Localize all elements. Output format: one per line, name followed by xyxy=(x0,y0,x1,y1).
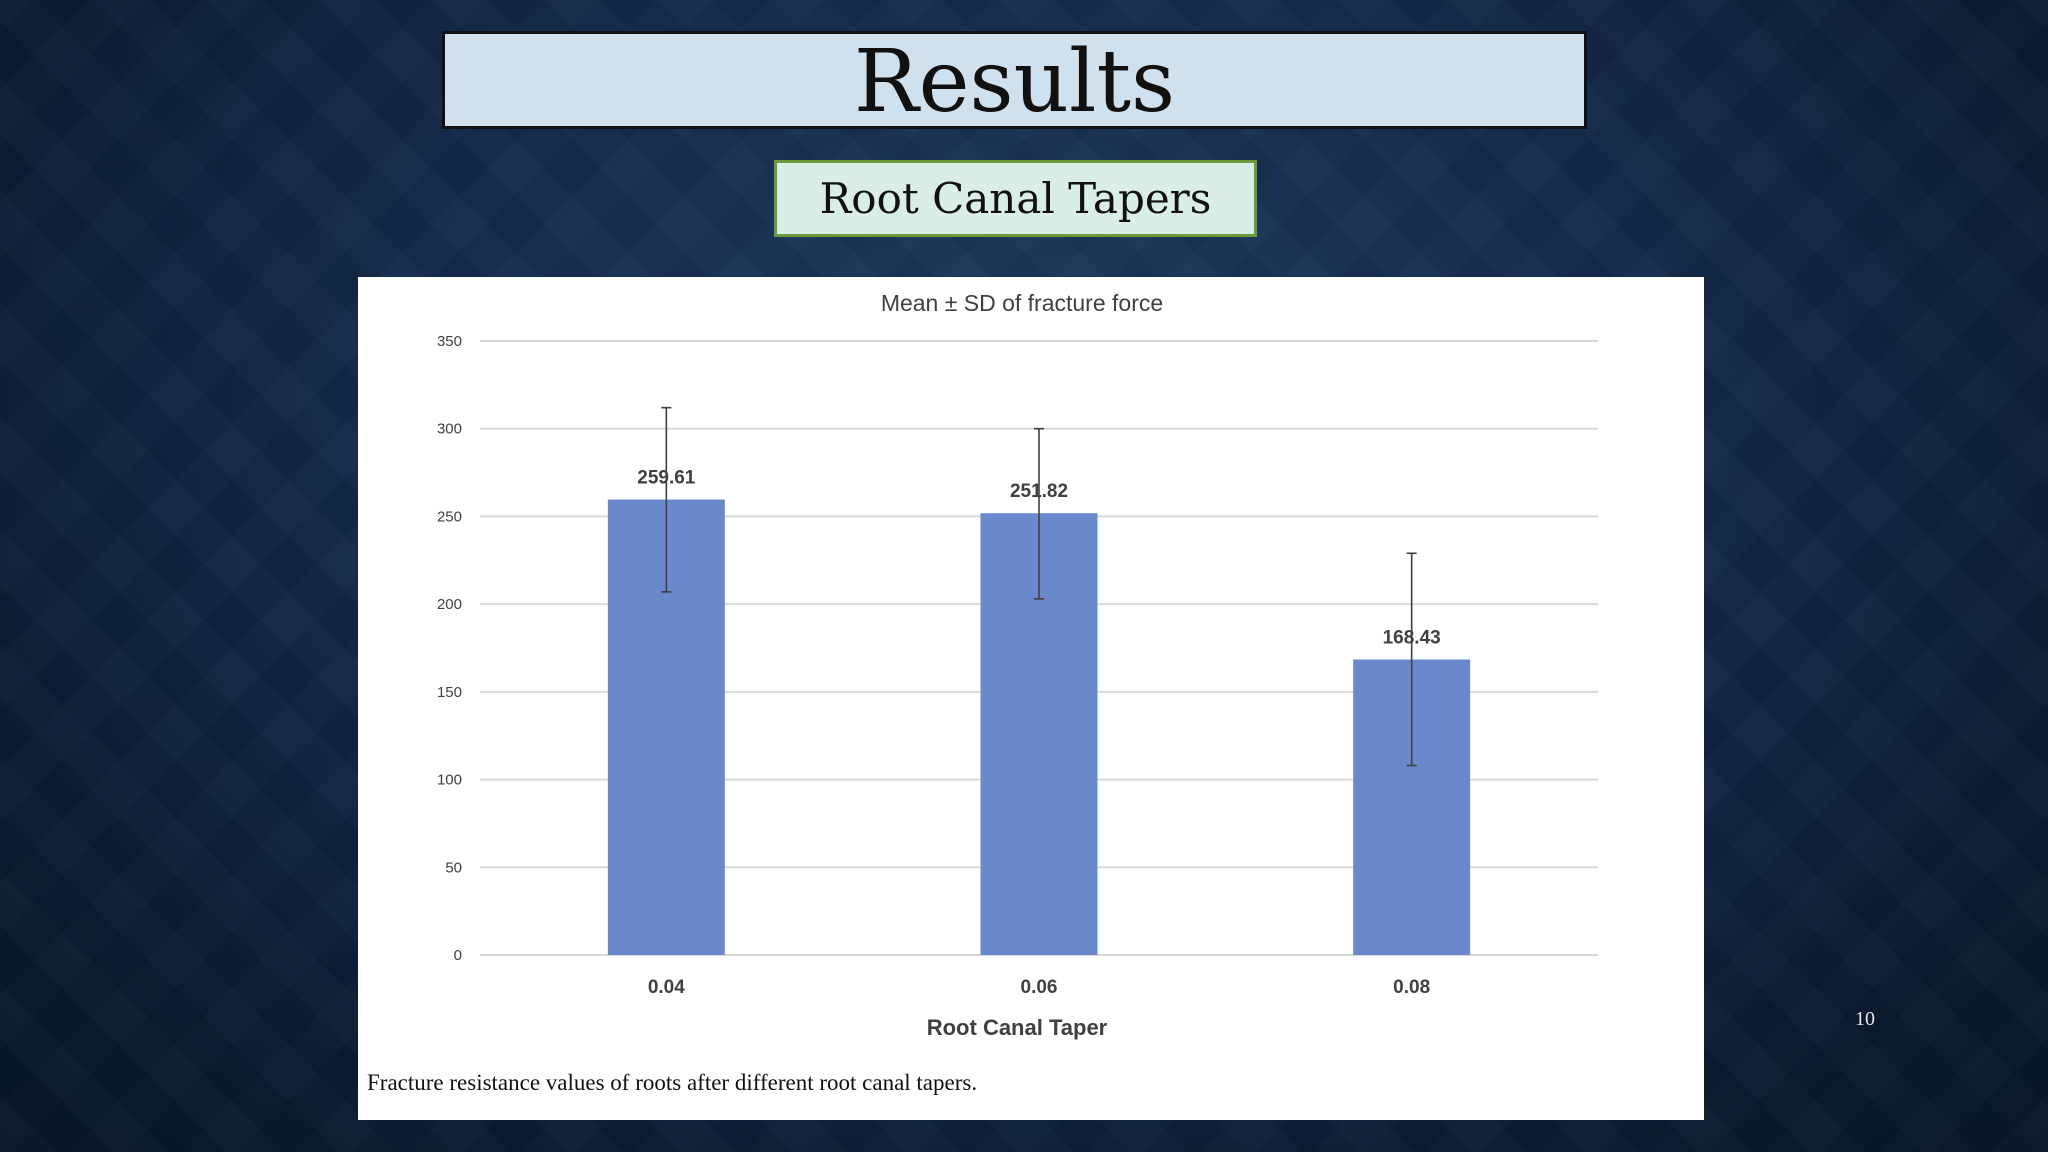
y-axis-ticks: 0 50 100 150 200 250 300 350 xyxy=(437,333,462,964)
bar-chart: 0 50 100 150 200 250 300 350 259.61 251.82 168.43… xyxy=(437,290,1598,1040)
y-tick-label: 250 xyxy=(437,508,462,525)
y-tick-label: 150 xyxy=(437,684,462,701)
y-tick-label: 0 xyxy=(454,947,462,964)
data-label: 259.61 xyxy=(637,468,696,489)
figure-caption: Fracture resistance values of roots afte… xyxy=(367,1070,978,1095)
chart-title: Mean ± SD of fracture force xyxy=(881,290,1163,316)
x-tick-label: 0.06 xyxy=(1021,977,1058,998)
data-labels: 259.61 251.82 168.43 xyxy=(637,468,1440,649)
x-axis-ticks: 0.04 0.06 0.08 xyxy=(648,977,1430,998)
y-tick-label: 100 xyxy=(437,772,462,789)
error-bars xyxy=(661,406,1417,767)
y-tick-label: 50 xyxy=(445,859,462,876)
x-tick-label: 0.04 xyxy=(648,977,685,998)
data-label: 168.43 xyxy=(1383,628,1441,649)
y-tick-label: 200 xyxy=(437,596,462,613)
y-tick-label: 350 xyxy=(437,333,462,350)
subtitle-box: Root Canal Tapers xyxy=(774,160,1257,237)
slide-subtitle: Root Canal Tapers xyxy=(819,174,1212,223)
title-box: Results xyxy=(442,31,1587,129)
y-tick-label: 300 xyxy=(437,421,462,438)
x-tick-label: 0.08 xyxy=(1393,977,1430,998)
data-label: 251.82 xyxy=(1010,481,1068,502)
x-axis-label: Root Canal Taper xyxy=(927,1015,1108,1040)
slide-title: Results xyxy=(853,32,1176,132)
chart-panel: 0 50 100 150 200 250 300 350 259.61 251.82 168.43… xyxy=(358,277,1704,1120)
page-number: 10 xyxy=(1855,1008,1875,1030)
